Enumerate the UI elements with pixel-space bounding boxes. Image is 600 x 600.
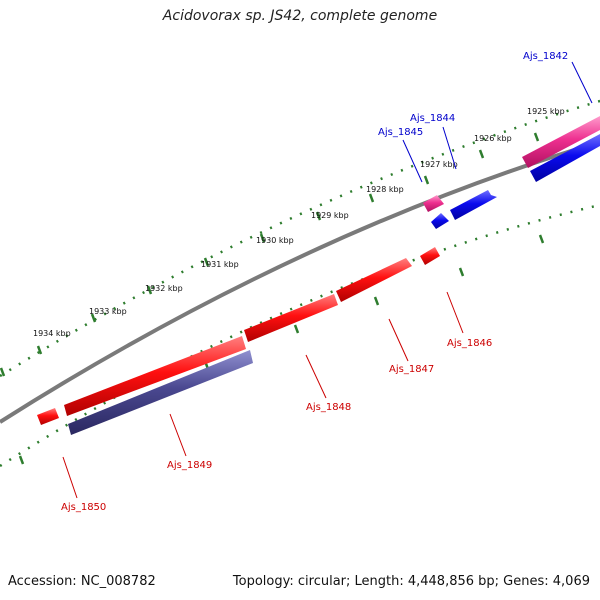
kbp-label: 1931 kbp <box>201 260 239 269</box>
kbp-label: 1928 kbp <box>366 185 404 194</box>
gene-ajs-1846[interactable] <box>420 247 440 265</box>
leader-lines <box>62 61 593 499</box>
kbp-label: 1933 kbp <box>89 307 127 316</box>
kbp-label: 1925 kbp <box>527 107 565 116</box>
gene-ajs-1844[interactable] <box>450 190 497 220</box>
gene-label-ajs-1849: Ajs_1849 <box>167 460 212 471</box>
gene-label-ajs-1845: Ajs_1845 <box>378 127 423 138</box>
kbp-labels: 1925 kbp 1926 kbp 1927 kbp 1928 kbp 1929… <box>33 107 565 338</box>
gene-label-ajs-1842: Ajs_1842 <box>523 51 568 62</box>
map-title: Acidovorax sp. JS42, complete genome <box>162 8 438 24</box>
major-ticks <box>0 132 545 465</box>
gene-ajs-1847[interactable] <box>336 258 412 302</box>
topology-text: Topology: circular; Length: 4,448,856 bp… <box>232 574 590 589</box>
gene-label-ajs-1848: Ajs_1848 <box>306 402 351 413</box>
gene-label-ajs-1844: Ajs_1844 <box>410 113 455 124</box>
kbp-label: 1927 kbp <box>420 160 458 169</box>
accession-text: Accession: NC_008782 <box>8 574 156 589</box>
kbp-label: 1934 kbp <box>33 329 71 338</box>
kbp-label: 1932 kbp <box>145 284 183 293</box>
gene-ajs-1848[interactable] <box>244 294 338 342</box>
gene-ajs-1849[interactable] <box>64 336 253 435</box>
gene-label-ajs-1850: Ajs_1850 <box>61 502 106 513</box>
gene-ajs-1845[interactable] <box>423 195 449 229</box>
gene-label-ajs-1847: Ajs_1847 <box>389 364 434 375</box>
gene-ajs-1842[interactable] <box>522 116 600 182</box>
kbp-label: 1930 kbp <box>256 236 294 245</box>
genome-backbone <box>0 140 600 424</box>
kbp-label: 1926 kbp <box>474 134 512 143</box>
gene-ajs-1850[interactable] <box>37 408 59 425</box>
kbp-label: 1929 kbp <box>311 211 349 220</box>
outer-tick-track <box>0 99 600 378</box>
gene-label-ajs-1846: Ajs_1846 <box>447 338 492 349</box>
